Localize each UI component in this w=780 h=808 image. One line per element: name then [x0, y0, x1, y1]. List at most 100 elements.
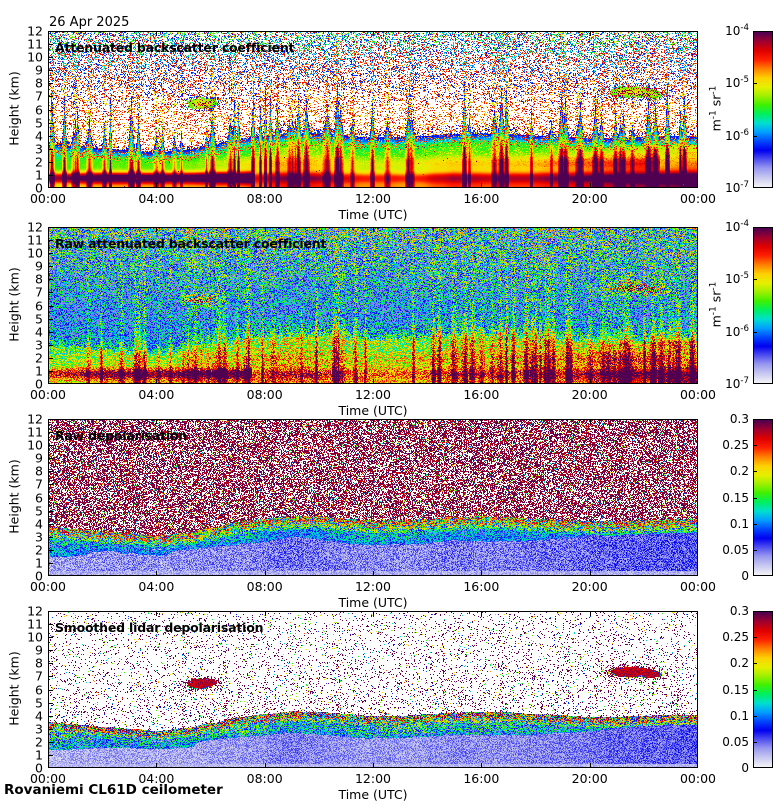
colorbar-rawdepol	[753, 419, 773, 576]
colorbar-tick-mark	[753, 690, 757, 691]
x-tick-mark	[590, 611, 591, 616]
y-tick-label: 12	[27, 23, 43, 39]
y-tick-label: 4	[35, 128, 43, 144]
x-tick-label: 04:00	[138, 771, 175, 786]
x-tick-mark	[373, 611, 374, 616]
x-tick-label: 00:00	[29, 771, 67, 786]
x-tick-label: 08:00	[246, 387, 283, 402]
x-tick-label: 20:00	[571, 771, 608, 786]
y-tick-label: 9	[35, 62, 43, 78]
colorbar-tick-label: 10-6	[725, 323, 749, 339]
x-tick-label: 08:00	[246, 579, 283, 594]
colorbar-gradient	[754, 32, 772, 187]
y-tick-mark	[48, 57, 53, 58]
x-tick-mark	[265, 31, 266, 36]
x-tick-mark	[481, 227, 482, 232]
y-tick-mark	[48, 253, 53, 254]
y-tick-label: 12	[27, 603, 43, 619]
colorbar-tick-label: 0.05	[722, 734, 749, 749]
colorbar-tick-mark	[753, 471, 757, 472]
colorbar-tick-label: 0.2	[729, 464, 749, 479]
x-tick-label: 04:00	[138, 387, 175, 402]
panel-title-rawdepol: Raw depolarisation	[55, 428, 188, 443]
y-tick-label: 11	[27, 616, 43, 632]
colorbar-tick-label: 0.05	[722, 542, 749, 557]
y-tick-mark	[48, 345, 53, 346]
y-tick-mark	[48, 70, 53, 71]
y-tick-mark	[48, 187, 53, 188]
heatmap-smoothdepol	[49, 612, 697, 767]
y-tick-mark	[48, 537, 53, 538]
y-tick-mark	[48, 162, 53, 163]
y-tick-label: 4	[35, 516, 43, 532]
colorbar-rawbsc	[753, 227, 773, 384]
x-tick-mark	[156, 227, 157, 232]
y-tick-mark	[48, 136, 53, 137]
x-tick-mark	[265, 183, 266, 188]
y-tick-mark	[48, 123, 53, 124]
y-tick-label: 10	[27, 437, 43, 453]
y-tick-mark	[48, 432, 53, 433]
colorbar-tick-label: 10-7	[725, 376, 749, 391]
x-tick-label: 12:00	[354, 579, 392, 594]
x-tick-mark	[265, 611, 266, 616]
colorbar-tick-label: 0.25	[722, 630, 749, 645]
colorbar-tick-label: 10-4	[725, 219, 749, 234]
y-tick-label: 7	[35, 668, 43, 684]
y-tick-mark	[48, 383, 53, 384]
y-axis-label: Height (km)	[6, 70, 22, 146]
y-tick-label: 1	[35, 167, 43, 183]
y-tick-mark	[48, 742, 53, 743]
x-tick-mark	[481, 611, 482, 616]
y-tick-mark	[48, 240, 53, 241]
y-tick-mark	[48, 650, 53, 651]
y-tick-mark	[48, 279, 53, 280]
y-tick-label: 6	[35, 102, 43, 117]
x-tick-mark	[481, 183, 482, 188]
colorbar-gradient	[754, 228, 772, 383]
y-tick-mark	[48, 729, 53, 730]
y-tick-mark	[48, 292, 53, 293]
y-tick-mark	[48, 31, 53, 32]
colorbar-tick-label: 10-5	[725, 271, 749, 287]
y-tick-label: 1	[35, 555, 43, 571]
y-tick-label: 3	[35, 529, 43, 545]
y-tick-label: 8	[35, 271, 43, 287]
plot-area-attbsc: Attenuated backscatter coefficient	[48, 31, 698, 188]
y-tick-label: 3	[35, 721, 43, 737]
y-axis-label: Height (km)	[6, 458, 22, 534]
x-tick-label: 16:00	[463, 579, 500, 594]
y-tick-label: 0	[35, 760, 43, 776]
y-tick-label: 1	[35, 747, 43, 763]
y-tick-label: 8	[35, 655, 43, 671]
y-tick-mark	[48, 511, 53, 512]
x-tick-mark	[481, 763, 482, 768]
panel-attbsc: Attenuated backscatter coefficient 0 1 2 3 4 5…	[0, 24, 780, 228]
x-axis-label: Time (UTC)	[338, 403, 408, 418]
colorbar-tick-mark	[753, 332, 757, 333]
x-tick-label: 04:00	[138, 579, 175, 594]
colorbar-tick-label: 0.3	[729, 412, 749, 426]
colorbar-tick-mark	[753, 445, 757, 446]
y-tick-mark	[48, 83, 53, 84]
y-tick-mark	[48, 319, 53, 320]
colorbar-tick-mark	[753, 279, 757, 280]
x-tick-mark	[373, 571, 374, 576]
colorbar-tick-mark	[753, 136, 757, 137]
x-tick-mark	[373, 379, 374, 384]
x-tick-label: 00:00	[29, 579, 67, 594]
heatmap-attbsc	[49, 32, 697, 187]
y-tick-label: 7	[35, 284, 43, 300]
plot-area-smoothdepol: Smoothed lidar depolarisation	[48, 611, 698, 768]
y-tick-mark	[48, 550, 53, 551]
y-tick-mark	[48, 524, 53, 525]
colorbar-tick-label: 0.2	[729, 656, 749, 671]
y-tick-label: 7	[35, 476, 43, 492]
x-tick-label: 00:00	[679, 579, 717, 594]
colorbar-smoothdepol	[753, 611, 773, 768]
panel-rawbsc: Raw attenuated backscatter coefficient 0 1…	[0, 220, 780, 424]
colorbar-tick-label: 10-7	[725, 180, 749, 195]
y-tick-label: 2	[35, 734, 43, 750]
y-tick-label: 12	[27, 411, 43, 427]
